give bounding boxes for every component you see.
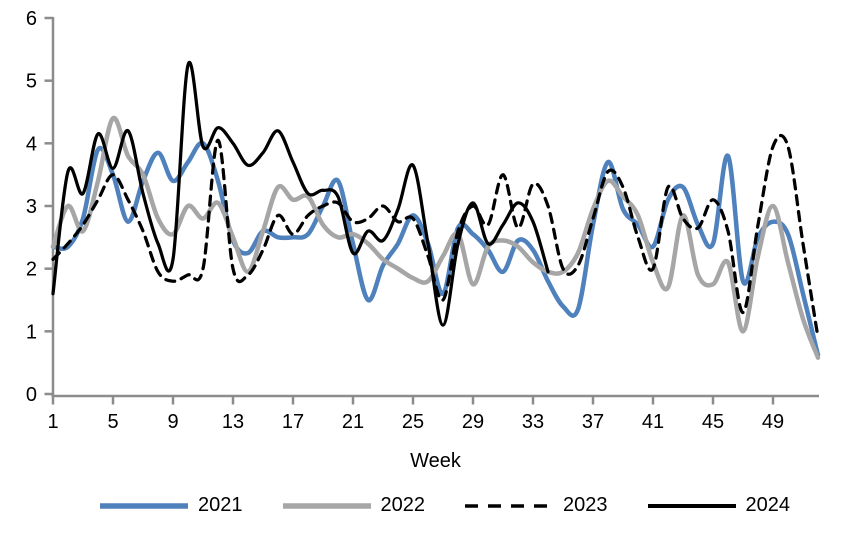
legend-label-2021: 2021 bbox=[198, 494, 243, 516]
series-line-2023 bbox=[51, 133, 820, 340]
series-line-2022 bbox=[50, 116, 821, 360]
y-tick-label: 0 bbox=[26, 384, 37, 406]
legend-label-2022: 2022 bbox=[380, 494, 426, 516]
legend: 2021 2022 2023 2024 bbox=[36, 494, 852, 517]
x-tick-label: 5 bbox=[107, 411, 118, 433]
y-tick-label: 4 bbox=[26, 133, 37, 155]
x-tick-label: 25 bbox=[402, 411, 424, 433]
x-tick-label: 9 bbox=[167, 411, 178, 433]
x-tick-label: 21 bbox=[342, 411, 364, 433]
x-tick-label: 13 bbox=[222, 411, 244, 433]
x-axis-title: Week bbox=[410, 450, 461, 472]
axes bbox=[44, 16, 819, 405]
x-tick-label: 17 bbox=[282, 411, 304, 433]
y-tick-label: 6 bbox=[26, 8, 37, 30]
legend-label-2024: 2024 bbox=[745, 494, 791, 516]
x-tick-label: 33 bbox=[522, 411, 544, 433]
legend-line-2021-icon bbox=[100, 502, 188, 509]
x-tick-label: 1 bbox=[47, 411, 58, 433]
x-tick-label: 29 bbox=[462, 411, 484, 433]
legend-label-2023: 2023 bbox=[563, 494, 608, 516]
y-tick-label: 2 bbox=[26, 259, 37, 281]
series-line-2024 bbox=[51, 60, 550, 327]
x-tick-label: 37 bbox=[582, 411, 604, 433]
legend-item-2021: 2021 bbox=[98, 494, 243, 517]
legend-item-2023: 2023 bbox=[463, 494, 608, 517]
y-tick-label: 1 bbox=[26, 321, 37, 343]
x-tick-label: 41 bbox=[642, 411, 664, 433]
x-tick-label: 49 bbox=[762, 411, 784, 433]
legend-dashed-line-2023-icon bbox=[465, 503, 553, 508]
y-tick-label: 5 bbox=[26, 71, 37, 93]
series-line-2021 bbox=[50, 140, 821, 358]
legend-line-2022-icon bbox=[282, 502, 371, 509]
y-tick-label: 3 bbox=[26, 196, 37, 218]
x-tick-label: 45 bbox=[702, 411, 724, 433]
legend-item-2022: 2022 bbox=[281, 494, 426, 517]
legend-item-2024: 2024 bbox=[646, 494, 791, 517]
legend-line-2024-icon bbox=[647, 503, 736, 508]
